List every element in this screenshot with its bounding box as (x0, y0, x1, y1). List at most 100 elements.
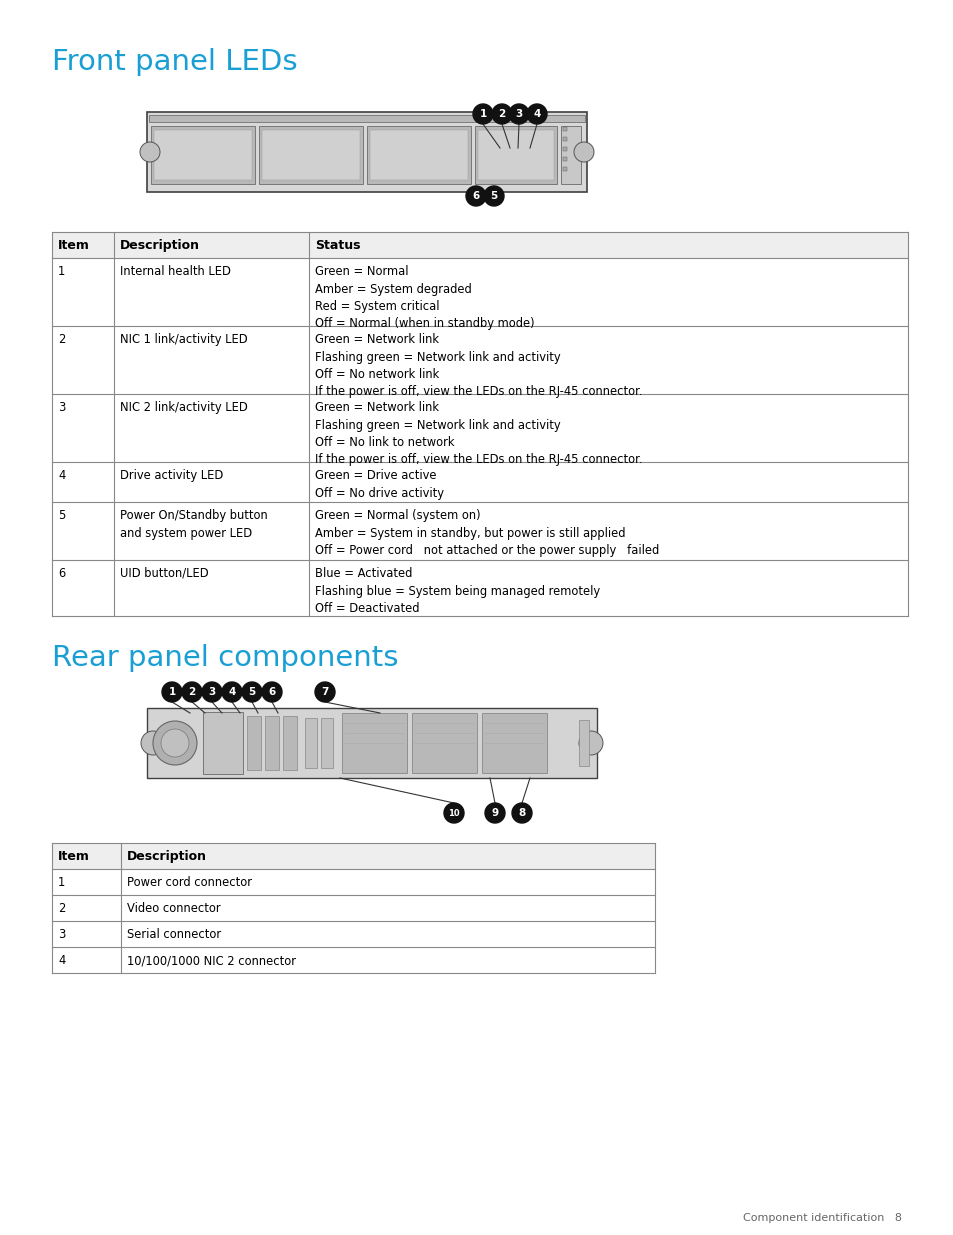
Circle shape (141, 731, 165, 755)
Bar (367, 126, 471, 184)
Bar (52, 895, 655, 921)
Text: NIC 1 link/activity LED: NIC 1 link/activity LED (119, 333, 247, 346)
Text: Blue = Activated
Flashing blue = System being managed remotely
Off = Deactivated: Blue = Activated Flashing blue = System … (314, 567, 599, 615)
Text: 4: 4 (228, 687, 235, 697)
Text: 4: 4 (58, 469, 65, 482)
Text: Power On/Standby button
and system power LED: Power On/Standby button and system power… (119, 509, 267, 540)
Circle shape (262, 682, 282, 701)
Bar (341, 713, 407, 773)
Text: 6: 6 (58, 567, 65, 580)
Text: 4: 4 (533, 109, 540, 119)
Text: 1: 1 (58, 266, 65, 278)
Circle shape (484, 803, 504, 823)
Bar (52, 394, 907, 462)
Bar (283, 716, 296, 769)
Text: 3: 3 (208, 687, 215, 697)
Bar (477, 130, 554, 180)
Bar (52, 326, 907, 394)
Bar (262, 130, 359, 180)
Bar (412, 713, 476, 773)
Bar (52, 232, 907, 258)
Text: Internal health LED: Internal health LED (119, 266, 231, 278)
Bar (52, 559, 907, 616)
Bar (562, 137, 566, 141)
Text: Green = Network link
Flashing green = Network link and activity
Off = No network: Green = Network link Flashing green = Ne… (314, 333, 641, 399)
Bar (52, 501, 907, 559)
Text: Video connector: Video connector (127, 902, 221, 915)
Circle shape (443, 803, 463, 823)
Text: Power cord connector: Power cord connector (127, 876, 253, 889)
Text: 3: 3 (58, 401, 66, 414)
Text: 2: 2 (58, 902, 66, 915)
Bar (562, 127, 566, 131)
Text: 5: 5 (248, 687, 255, 697)
Bar (305, 718, 316, 768)
Text: UID button/LED: UID button/LED (119, 567, 208, 580)
Text: 8: 8 (517, 808, 525, 818)
Text: 4: 4 (58, 953, 65, 967)
Bar (149, 115, 584, 122)
Text: 10: 10 (448, 809, 459, 818)
Text: Serial connector: Serial connector (127, 927, 221, 941)
Text: Green = Normal
Amber = System degraded
Red = System critical
Off = Normal (when : Green = Normal Amber = System degraded R… (314, 266, 534, 331)
Circle shape (512, 803, 532, 823)
Circle shape (465, 186, 485, 206)
Bar (52, 947, 655, 973)
Text: 5: 5 (58, 509, 66, 522)
Circle shape (202, 682, 222, 701)
Text: 1: 1 (168, 687, 175, 697)
Text: Green = Network link
Flashing green = Network link and activity
Off = No link to: Green = Network link Flashing green = Ne… (314, 401, 641, 467)
Circle shape (314, 682, 335, 701)
Text: 2: 2 (497, 109, 505, 119)
Circle shape (483, 186, 503, 206)
Circle shape (574, 142, 594, 162)
Text: 5: 5 (490, 191, 497, 201)
Circle shape (526, 104, 546, 124)
Text: Front panel LEDs: Front panel LEDs (52, 48, 297, 77)
Text: Component identification   8: Component identification 8 (742, 1213, 901, 1223)
Bar (578, 720, 588, 766)
Text: Green = Normal (system on)
Amber = System in standby, but power is still applied: Green = Normal (system on) Amber = Syste… (314, 509, 659, 557)
Bar (265, 716, 278, 769)
Circle shape (509, 104, 529, 124)
Text: Green = Drive active
Off = No drive activity: Green = Drive active Off = No drive acti… (314, 469, 443, 499)
Text: 1: 1 (478, 109, 486, 119)
Bar (147, 112, 586, 191)
Text: Item: Item (58, 240, 90, 252)
Text: 10/100/1000 NIC 2 connector: 10/100/1000 NIC 2 connector (127, 953, 296, 967)
Bar (52, 844, 655, 869)
Bar (258, 126, 363, 184)
Text: Item: Item (58, 850, 90, 863)
Text: 1: 1 (58, 876, 65, 889)
Text: 6: 6 (268, 687, 275, 697)
Circle shape (152, 721, 196, 764)
Text: 3: 3 (58, 927, 66, 941)
Bar (52, 258, 907, 326)
Bar (481, 713, 546, 773)
Text: 2: 2 (58, 333, 66, 346)
Circle shape (162, 682, 182, 701)
Bar (560, 126, 580, 184)
Bar (562, 157, 566, 161)
Circle shape (161, 729, 189, 757)
Text: 9: 9 (491, 808, 498, 818)
Text: NIC 2 link/activity LED: NIC 2 link/activity LED (119, 401, 247, 414)
Bar (147, 708, 597, 778)
Circle shape (578, 731, 602, 755)
Bar (562, 147, 566, 151)
Text: 2: 2 (188, 687, 195, 697)
Text: 7: 7 (321, 687, 329, 697)
Text: 6: 6 (472, 191, 479, 201)
Bar (52, 921, 655, 947)
Text: Status: Status (314, 240, 360, 252)
Circle shape (473, 104, 493, 124)
Text: Rear panel components: Rear panel components (52, 643, 398, 672)
Text: Description: Description (127, 850, 207, 863)
Bar (153, 130, 252, 180)
Bar (203, 713, 243, 774)
Bar (320, 718, 333, 768)
Bar (52, 869, 655, 895)
Text: 3: 3 (515, 109, 522, 119)
Text: Drive activity LED: Drive activity LED (119, 469, 223, 482)
Circle shape (182, 682, 202, 701)
